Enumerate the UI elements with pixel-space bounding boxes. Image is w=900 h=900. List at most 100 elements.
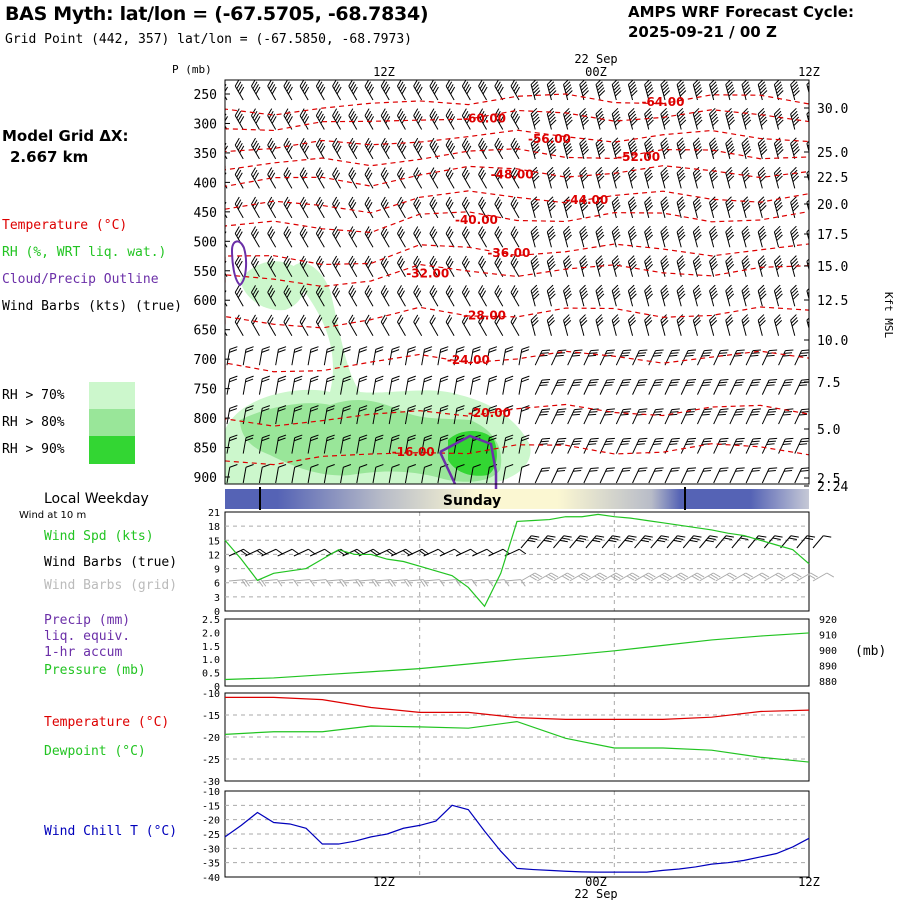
xs-wind-barb (518, 375, 530, 395)
xs-wind-barb (258, 434, 270, 454)
xs-wind-barb (773, 255, 783, 277)
xs-wind-barb (404, 434, 416, 454)
isotherm-line (225, 263, 809, 288)
xs-wind-barb (550, 378, 567, 395)
xs-wind-barb (234, 80, 245, 101)
xs-wind-barb (546, 314, 555, 336)
xs-wind-barb (615, 437, 632, 454)
xs-wind-barb (413, 196, 423, 219)
xs-wind-barb (563, 255, 572, 277)
xs-wind-barb (615, 408, 632, 425)
model-grid-label: Model Grid ΔX: (2, 127, 129, 145)
isotherm-label: -44.00 (565, 193, 608, 207)
grid-point-subtitle: Grid Point (442, 357) lat/lon = (-67.585… (5, 32, 412, 47)
xs-wind-barb (563, 225, 572, 248)
xs-wind-barb (323, 375, 335, 395)
height-tick-label: 25.0 (817, 146, 848, 161)
xs-wind-barb (806, 107, 809, 130)
xs-wind-barb (397, 255, 406, 278)
dewpoint-line (224, 720, 810, 763)
xs-wind-barb (388, 375, 400, 395)
xs-wind-barb (372, 434, 384, 454)
left-axis-tick-label: 21 (208, 508, 220, 519)
xs-wind-barb (364, 255, 374, 278)
xs-wind-barb (676, 314, 685, 336)
temperature-line (225, 696, 810, 721)
xs-wind-barb (773, 166, 783, 189)
left-axis-tick-label: 18 (208, 522, 220, 533)
xs-wind-barb (627, 196, 637, 218)
top-tick-12z-b: 12Z (798, 65, 820, 79)
xs-wind-barb (251, 285, 260, 307)
xs-wind-barb (348, 167, 358, 189)
xs-wind-barb (648, 378, 664, 395)
xs-wind-barb (563, 137, 573, 160)
xs-wind-barb (546, 225, 556, 248)
left-axis-tick-label: -10 (202, 689, 220, 700)
xs-wind-barb (413, 285, 423, 307)
xs-wind-barb (745, 408, 761, 425)
wind-speed-line (224, 513, 810, 608)
precip-axis-tick-label: 2.0 (202, 628, 220, 639)
surface-wind-barb-true (715, 535, 734, 549)
xs-wind-barb (242, 375, 254, 395)
xs-wind-barb (299, 285, 309, 307)
xs-wind-barb (348, 108, 358, 130)
xs-wind-barb (773, 196, 783, 218)
legend-wind-barbs: Wind Barbs (kts) (true) (2, 299, 183, 314)
xs-wind-barb (664, 467, 680, 484)
xs-wind-barb (773, 137, 784, 160)
xs-wind-barb (372, 405, 384, 425)
xs-wind-barb (757, 225, 767, 248)
xs-wind-barb (397, 80, 407, 101)
xs-wind-barb (453, 405, 465, 425)
xs-wind-barb (794, 467, 809, 484)
xs-wind-barb (579, 284, 589, 307)
xs-wind-barb (583, 349, 599, 366)
xs-wind-barb (579, 137, 589, 160)
xs-wind-barb (567, 378, 583, 395)
right-axis-tick-label: 880 (819, 677, 837, 688)
xs-wind-barb (332, 108, 342, 130)
xs-wind-barb (790, 107, 800, 130)
xs-wind-barb (757, 314, 766, 336)
label-dewpoint: Dewpoint (°C) (44, 744, 146, 759)
xs-wind-barb (773, 314, 783, 336)
label-wind-speed: Wind Spd (kts) (44, 529, 154, 544)
surface-wind-barb-true (488, 548, 510, 557)
xs-wind-barb (811, 347, 826, 368)
xs-wind-barb (429, 108, 439, 130)
xs-wind-barb (510, 314, 520, 336)
height-tick-label: 10.0 (817, 334, 848, 349)
xs-wind-barb (429, 314, 439, 336)
xs-wind-barb (530, 225, 540, 248)
xs-wind-barb (461, 137, 472, 160)
left-axis-tick-label: 0 (214, 607, 220, 618)
xs-wind-barb (790, 166, 800, 189)
xs-wind-barb (469, 464, 481, 484)
xs-wind-barb (397, 196, 406, 219)
xs-wind-barb (461, 80, 472, 101)
xs-wind-barb (778, 408, 794, 425)
xs-wind-barb (461, 255, 471, 278)
xs-wind-barb (692, 137, 703, 160)
xs-wind-barb (741, 166, 751, 189)
left-axis-tick-label: -10 (202, 787, 220, 798)
xs-wind-barb (709, 225, 718, 248)
pressure-tick-label: 350 (194, 147, 217, 162)
xs-wind-barb (478, 167, 487, 189)
xs-wind-barb (741, 80, 752, 101)
xs-wind-barb (713, 408, 729, 425)
xs-wind-barb (445, 255, 455, 278)
left-axis-tick-label: 12 (208, 550, 220, 561)
xs-wind-barb (611, 225, 621, 248)
label-wind-barbs-grid: Wind Barbs (grid) (44, 578, 178, 593)
xs-wind-barb (773, 225, 783, 248)
xs-wind-barb (676, 166, 686, 189)
day-bar (225, 489, 809, 509)
xs-wind-barb (660, 166, 670, 189)
xs-wind-barb (413, 137, 423, 160)
surface-wind-barb-true (423, 548, 446, 557)
xs-wind-barb (413, 167, 423, 189)
xs-wind-barb (413, 255, 423, 278)
